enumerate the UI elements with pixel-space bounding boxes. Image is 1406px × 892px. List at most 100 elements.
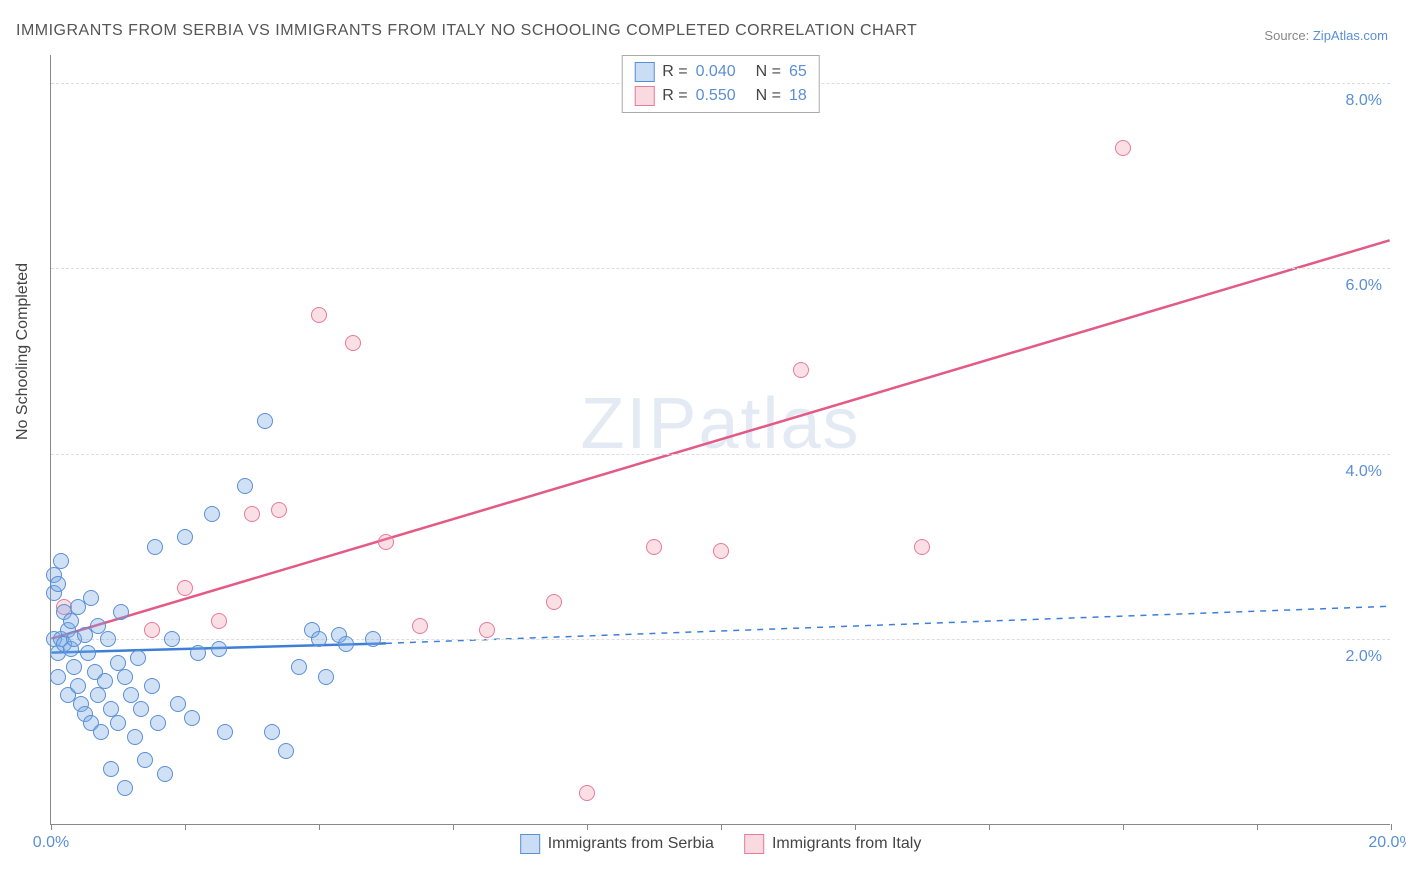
data-point-serbia <box>190 645 206 661</box>
r-label: R = <box>662 63 687 81</box>
x-tick-label: 20.0% <box>1368 834 1406 852</box>
trend-line <box>386 606 1390 643</box>
data-point-italy <box>378 534 394 550</box>
y-axis-label: No Schooling Completed <box>14 263 32 440</box>
data-point-italy <box>271 502 287 518</box>
y-tick-label: 4.0% <box>1346 463 1382 481</box>
data-point-italy <box>546 594 562 610</box>
watermark-zip: ZIP <box>580 384 698 464</box>
r-value-italy: 0.550 <box>696 87 736 105</box>
trend-lines-svg <box>51 55 1390 824</box>
data-point-serbia <box>63 613 79 629</box>
legend-label-italy: Immigrants from Italy <box>772 835 921 853</box>
x-tick <box>989 824 990 830</box>
x-tick <box>319 824 320 830</box>
x-tick <box>1391 824 1392 830</box>
data-point-italy <box>311 307 327 323</box>
data-point-serbia <box>164 631 180 647</box>
x-tick <box>1123 824 1124 830</box>
data-point-italy <box>914 539 930 555</box>
data-point-serbia <box>133 701 149 717</box>
data-point-serbia <box>365 631 381 647</box>
grid-line <box>51 268 1390 269</box>
data-point-italy <box>646 539 662 555</box>
legend-swatch-serbia-icon <box>634 62 654 82</box>
grid-line <box>51 454 1390 455</box>
x-tick <box>1257 824 1258 830</box>
data-point-serbia <box>237 478 253 494</box>
data-point-serbia <box>70 678 86 694</box>
data-point-italy <box>579 785 595 801</box>
legend-correlation-box: R = 0.040 N = 65 R = 0.550 N = 18 <box>621 55 820 113</box>
data-point-serbia <box>184 710 200 726</box>
data-point-serbia <box>123 687 139 703</box>
data-point-italy <box>713 543 729 559</box>
data-point-serbia <box>177 529 193 545</box>
y-tick-label: 8.0% <box>1346 92 1382 110</box>
data-point-serbia <box>113 604 129 620</box>
data-point-serbia <box>211 641 227 657</box>
legend-swatch-italy-icon <box>744 834 764 854</box>
grid-line <box>51 639 1390 640</box>
watermark: ZIPatlas <box>580 383 860 465</box>
data-point-serbia <box>80 645 96 661</box>
data-point-italy <box>244 506 260 522</box>
data-point-serbia <box>217 724 233 740</box>
data-point-italy <box>345 335 361 351</box>
data-point-serbia <box>137 752 153 768</box>
r-label: R = <box>662 87 687 105</box>
legend-series: Immigrants from Serbia Immigrants from I… <box>520 834 922 854</box>
data-point-serbia <box>97 673 113 689</box>
data-point-serbia <box>150 715 166 731</box>
data-point-serbia <box>50 576 66 592</box>
x-tick <box>51 824 52 830</box>
data-point-italy <box>412 618 428 634</box>
data-point-serbia <box>278 743 294 759</box>
legend-row-serbia: R = 0.040 N = 65 <box>634 60 807 84</box>
data-point-serbia <box>117 669 133 685</box>
source-label: Source: <box>1264 28 1309 43</box>
x-tick <box>721 824 722 830</box>
source-attribution: Source: ZipAtlas.com <box>1264 28 1388 43</box>
data-point-serbia <box>204 506 220 522</box>
data-point-serbia <box>291 659 307 675</box>
x-tick <box>855 824 856 830</box>
x-tick <box>185 824 186 830</box>
data-point-serbia <box>144 678 160 694</box>
x-tick-label: 0.0% <box>33 834 69 852</box>
data-point-serbia <box>53 553 69 569</box>
trend-line <box>51 240 1389 638</box>
source-link[interactable]: ZipAtlas.com <box>1313 28 1388 43</box>
data-point-italy <box>144 622 160 638</box>
y-tick-label: 6.0% <box>1346 277 1382 295</box>
data-point-serbia <box>257 413 273 429</box>
n-label: N = <box>756 63 781 81</box>
data-point-serbia <box>117 780 133 796</box>
watermark-atlas: atlas <box>698 384 860 464</box>
data-point-serbia <box>147 539 163 555</box>
x-tick <box>587 824 588 830</box>
r-value-serbia: 0.040 <box>696 63 736 81</box>
plot-area: ZIPatlas R = 0.040 N = 65 R = 0.550 N = … <box>50 55 1390 825</box>
data-point-serbia <box>100 631 116 647</box>
legend-row-italy: R = 0.550 N = 18 <box>634 84 807 108</box>
data-point-italy <box>1115 140 1131 156</box>
data-point-serbia <box>127 729 143 745</box>
data-point-serbia <box>311 631 327 647</box>
data-point-serbia <box>130 650 146 666</box>
data-point-serbia <box>110 715 126 731</box>
data-point-italy <box>479 622 495 638</box>
legend-swatch-italy-icon <box>634 86 654 106</box>
data-point-serbia <box>264 724 280 740</box>
n-label: N = <box>756 87 781 105</box>
n-value-serbia: 65 <box>789 63 807 81</box>
data-point-serbia <box>103 761 119 777</box>
data-point-serbia <box>170 696 186 712</box>
n-value-italy: 18 <box>789 87 807 105</box>
data-point-serbia <box>338 636 354 652</box>
data-point-serbia <box>318 669 334 685</box>
data-point-serbia <box>93 724 109 740</box>
data-point-italy <box>177 580 193 596</box>
data-point-serbia <box>50 669 66 685</box>
data-point-italy <box>793 362 809 378</box>
